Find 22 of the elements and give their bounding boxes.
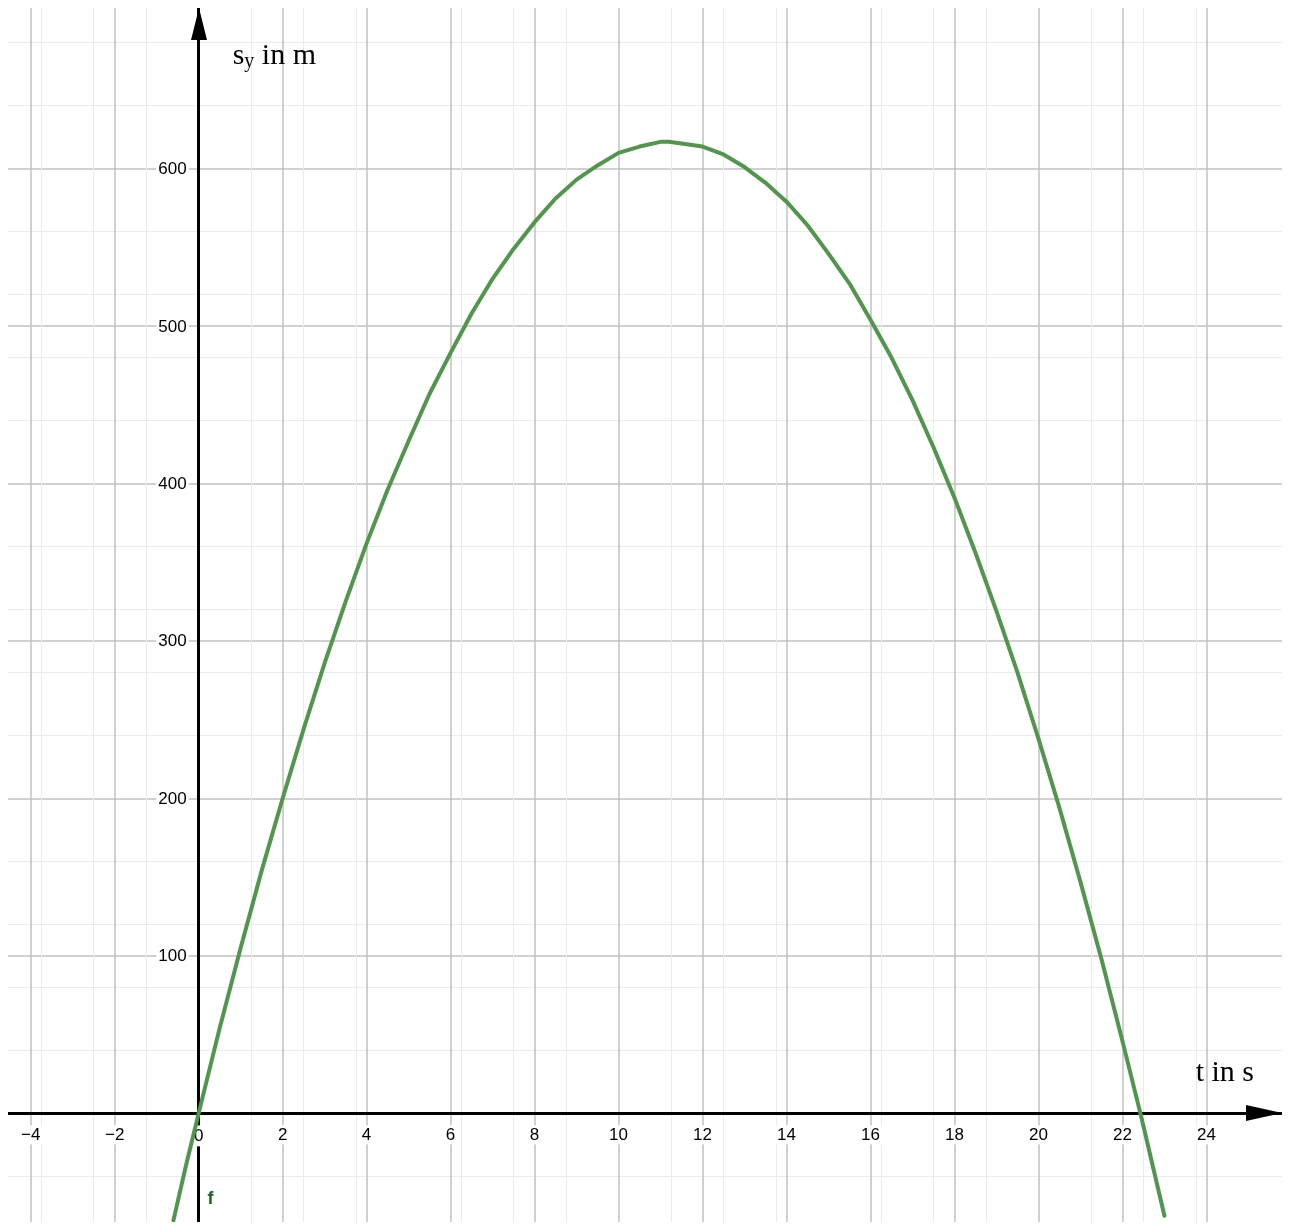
x-tick-label: 12 <box>693 1125 712 1145</box>
x-tick-label: 2 <box>277 1125 288 1145</box>
x-tick-label: −4 <box>20 1125 41 1145</box>
x-tick-label: 8 <box>529 1125 540 1145</box>
x-tick-label: 16 <box>861 1125 880 1145</box>
series-label: f <box>207 1188 215 1209</box>
x-tick-label: 4 <box>361 1125 372 1145</box>
x-tick-label: −2 <box>104 1125 125 1145</box>
x-tick-label: 22 <box>1112 1125 1132 1145</box>
x-axis-title: t in s <box>1195 1053 1255 1087</box>
x-tick-label: 18 <box>945 1125 964 1145</box>
y-tick-label: 400 <box>158 474 187 494</box>
x-tick-label: 6 <box>445 1125 456 1145</box>
x-tick-label: 20 <box>1028 1125 1048 1145</box>
x-tick-label: 24 <box>1196 1125 1216 1145</box>
y-tick-label: 300 <box>158 631 187 651</box>
y-tick-label: 200 <box>158 788 187 808</box>
y-tick-label: 500 <box>158 316 187 336</box>
x-tick-label: 10 <box>609 1125 629 1145</box>
y-tick-label: 600 <box>158 159 187 179</box>
y-tick-label: 100 <box>158 946 187 966</box>
x-tick-label: 14 <box>777 1125 796 1145</box>
